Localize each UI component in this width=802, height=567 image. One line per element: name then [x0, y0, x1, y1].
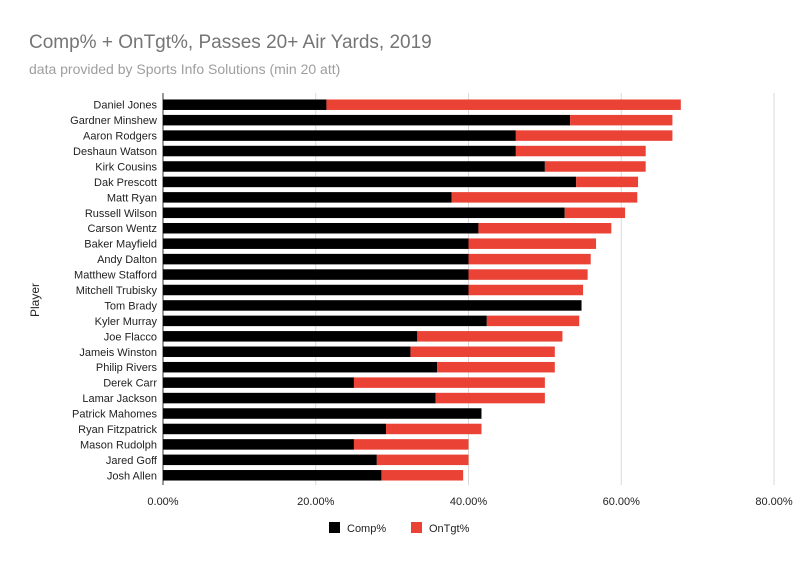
category-label: Russell Wilson: [85, 208, 157, 220]
x-tick-label: 40.00%: [450, 496, 488, 508]
bar-comp: [163, 470, 382, 481]
category-label: Andy Dalton: [97, 254, 157, 266]
category-label: Daniel Jones: [93, 100, 157, 112]
category-label: Matthew Stafford: [74, 270, 157, 282]
category-label: Kyler Murray: [95, 316, 158, 328]
category-label: Deshaun Watson: [73, 146, 157, 158]
category-label: Dak Prescott: [94, 177, 157, 189]
bar-ontgt: [410, 346, 555, 358]
bar-comp: [163, 192, 452, 203]
category-label: Ryan Fitzpatrick: [78, 424, 157, 436]
bar-ontgt: [468, 269, 588, 280]
category-label: Carson Wentz: [88, 223, 158, 235]
bar-ontgt: [576, 176, 639, 188]
bar-ontgt: [515, 145, 646, 157]
bar-comp: [163, 439, 354, 450]
bar-comp: [163, 300, 582, 311]
bar-comp: [163, 207, 565, 219]
bar-ontgt: [353, 439, 469, 450]
bar-ontgt: [386, 423, 482, 435]
x-tick-label: 0.00%: [147, 496, 178, 508]
bar-ontgt: [417, 331, 563, 342]
category-label: Aaron Rodgers: [83, 131, 157, 143]
bar-ontgt: [468, 284, 584, 296]
bar-comp: [163, 269, 469, 280]
category-label: Philip Rivers: [96, 362, 158, 374]
x-tick-label: 20.00%: [297, 496, 335, 508]
bar-ontgt: [381, 470, 464, 481]
bar-comp: [163, 392, 436, 404]
bar-comp: [163, 315, 487, 327]
category-label: Mason Rudolph: [80, 439, 157, 451]
category-label: Gardner Minshew: [70, 115, 157, 127]
legend: Comp% OnTgt%: [329, 522, 470, 535]
x-tick-label: 60.00%: [603, 496, 641, 508]
legend-label-ontgt: OnTgt%: [429, 523, 470, 535]
bar-ontgt: [570, 114, 673, 126]
bar-comp: [163, 176, 577, 188]
bar-ontgt: [486, 315, 580, 327]
chart-title: Comp% + OnTgt%, Passes 20+ Air Yards, 20…: [29, 32, 432, 53]
category-label: Matt Ryan: [107, 192, 157, 204]
bar-ontgt: [478, 222, 612, 234]
bar-ontgt: [451, 192, 638, 203]
bar-ontgt: [468, 253, 591, 265]
category-label: Jameis Winston: [79, 347, 157, 359]
category-label: Joe Flacco: [104, 331, 157, 343]
bar-ontgt: [515, 130, 673, 141]
bar-ontgt: [544, 161, 646, 172]
category-label: Baker Mayfield: [84, 239, 157, 251]
bar-comp: [163, 377, 354, 388]
bar-comp: [163, 284, 469, 296]
bars: [163, 99, 681, 481]
legend-label-comp: Comp%: [347, 523, 386, 535]
x-axis-labels: 0.00% 20.00% 40.00% 60.00% 80.00%: [147, 496, 792, 508]
bar-ontgt: [326, 99, 681, 110]
bar-comp: [163, 99, 327, 110]
chart-subtitle: data provided by Sports Info Solutions (…: [29, 61, 340, 77]
bar-comp: [163, 423, 387, 435]
bar-ontgt: [435, 392, 545, 404]
y-axis-labels: Daniel Jones Gardner Minshew Aaron Rodgers…: [70, 100, 158, 483]
category-label: Jared Goff: [106, 455, 158, 467]
bar-comp: [163, 361, 438, 373]
bar-comp: [163, 238, 469, 249]
bar-ontgt: [437, 361, 555, 373]
y-axis-title: Player: [28, 283, 42, 317]
category-label: Derek Carr: [103, 378, 157, 390]
legend-swatch-ontgt: [411, 522, 422, 533]
bar-ontgt: [468, 238, 597, 249]
bar-comp: [163, 408, 482, 419]
bar-comp: [163, 222, 479, 234]
bar-comp: [163, 161, 545, 172]
bar-comp: [163, 130, 516, 141]
bar-ontgt: [376, 454, 469, 466]
category-label: Patrick Mahomes: [72, 409, 157, 421]
bar-comp: [163, 331, 418, 342]
category-label: Tom Brady: [104, 300, 157, 312]
category-label: Mitchell Trubisky: [76, 285, 158, 297]
bar-comp: [163, 114, 571, 126]
legend-swatch-comp: [329, 522, 340, 533]
category-label: Josh Allen: [107, 470, 157, 482]
bar-ontgt: [353, 377, 545, 388]
bar-comp: [163, 145, 516, 157]
category-label: Kirk Cousins: [95, 161, 157, 173]
bar-comp: [163, 253, 469, 265]
category-label: Lamar Jackson: [82, 393, 157, 405]
bar-comp: [163, 454, 377, 466]
x-tick-label: 80.00%: [755, 496, 793, 508]
bar-ontgt: [564, 207, 626, 219]
bar-comp: [163, 346, 411, 358]
